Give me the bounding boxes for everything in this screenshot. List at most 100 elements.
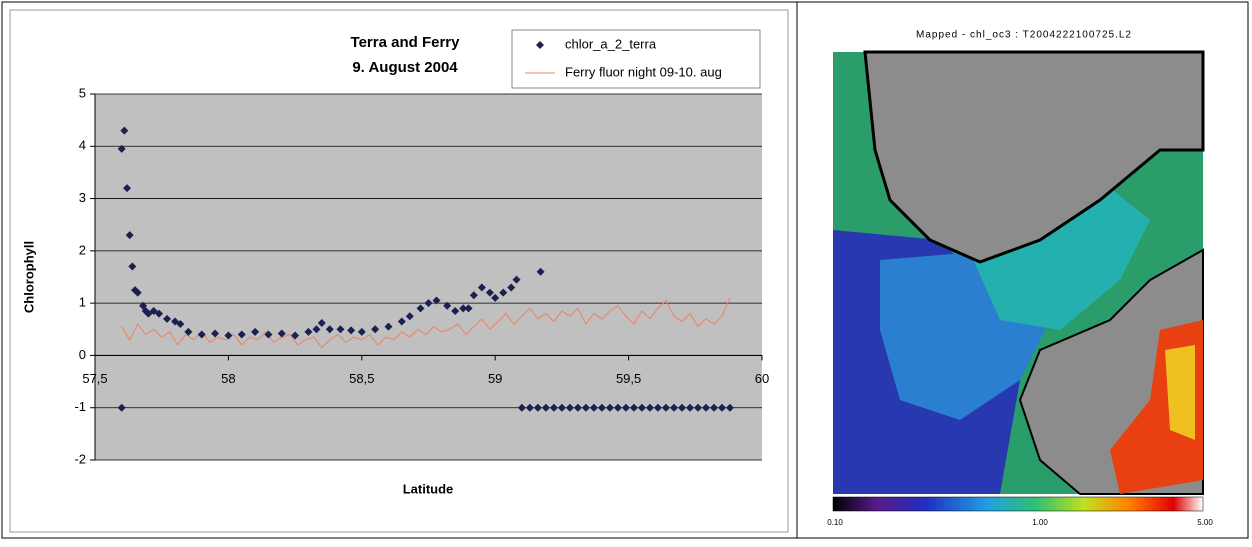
scatter-point xyxy=(117,144,126,153)
scatter-point xyxy=(357,327,366,336)
scatter-point xyxy=(317,319,326,328)
scatter-point xyxy=(120,126,129,135)
legend xyxy=(511,29,761,89)
scatter-point xyxy=(725,403,734,412)
scatter-point xyxy=(485,288,494,297)
legend-marker xyxy=(536,41,544,49)
high-chl-core xyxy=(1165,345,1195,440)
colorbar-label: 0.10 xyxy=(827,518,843,527)
scatter-point xyxy=(491,293,500,302)
scatter-point xyxy=(653,403,662,412)
scatter-point xyxy=(629,403,638,412)
scatter-point xyxy=(125,231,134,240)
scatter-point xyxy=(123,184,132,193)
y-tick-label: 5 xyxy=(79,85,86,100)
y-tick-label: -1 xyxy=(74,399,86,414)
colorbar-label: 1.00 xyxy=(1032,518,1048,527)
x-axis-title: Latitude xyxy=(403,481,454,496)
scatter-point xyxy=(685,403,694,412)
scatter-point xyxy=(693,403,702,412)
map-title: Mapped - chl_oc3 : T2004222100725.L2 xyxy=(916,30,1132,41)
scatter-point xyxy=(525,403,534,412)
scatter-point xyxy=(717,403,726,412)
chart-title: Terra and Ferry xyxy=(351,34,461,51)
scatter-point xyxy=(384,322,393,331)
scatter-point xyxy=(424,299,433,308)
scatter-point xyxy=(416,304,425,313)
scatter-point xyxy=(347,326,356,335)
scatter-point xyxy=(128,262,137,271)
scatter-point xyxy=(645,403,654,412)
scatter-point xyxy=(669,403,678,412)
plot-area xyxy=(95,94,762,460)
land-north xyxy=(863,50,1205,264)
scatter-point xyxy=(459,304,468,313)
scatter-point xyxy=(499,288,508,297)
x-tick-label: 60 xyxy=(755,371,769,386)
map-image xyxy=(832,50,1205,512)
scatter-point xyxy=(507,283,516,292)
scatter-point xyxy=(291,331,300,340)
scatter-point xyxy=(163,314,172,323)
scatter-point xyxy=(336,325,345,334)
scatter-point xyxy=(176,320,185,329)
scatter-point xyxy=(155,309,164,318)
legend-label: Ferry fluor night 09-10. aug xyxy=(565,64,722,79)
x-tick-label: 59 xyxy=(488,371,502,386)
y-tick-label: 2 xyxy=(79,242,86,257)
scatter-point xyxy=(251,327,260,336)
scatter-point xyxy=(184,327,193,336)
scatter-point xyxy=(117,403,126,412)
scatter-point xyxy=(677,403,686,412)
scatter-point xyxy=(133,288,142,297)
scatter-point xyxy=(277,329,286,338)
scatter-point xyxy=(637,403,646,412)
scatter-point xyxy=(709,403,718,412)
scatter-point xyxy=(605,403,614,412)
scatter-point xyxy=(451,306,460,315)
scatter-point xyxy=(573,403,582,412)
scatter-point xyxy=(397,317,406,326)
scatter-point xyxy=(304,327,313,336)
scatter-point xyxy=(432,296,441,305)
scatter-point xyxy=(312,325,321,334)
x-tick-label: 59,5 xyxy=(616,371,641,386)
scatter-point xyxy=(264,330,273,339)
scatter-point xyxy=(224,331,233,340)
scatter-point xyxy=(701,403,710,412)
y-tick-label: 3 xyxy=(79,190,86,205)
scatter-point xyxy=(565,403,574,412)
x-tick-label: 58,5 xyxy=(349,371,374,386)
scatter-point xyxy=(581,403,590,412)
scatter-point xyxy=(325,325,334,334)
scatter-point xyxy=(477,283,486,292)
y-tick-label: -2 xyxy=(74,451,86,466)
scatter-point xyxy=(237,330,246,339)
scatter-point xyxy=(621,403,630,412)
scatter-point xyxy=(541,403,550,412)
line-series xyxy=(121,297,731,349)
y-tick-label: 0 xyxy=(79,347,86,362)
scatter-point xyxy=(371,325,380,334)
y-axis-title: Chlorophyll xyxy=(21,241,36,313)
scatter-point xyxy=(405,312,414,321)
scatter-point xyxy=(661,403,670,412)
scatter-point xyxy=(211,329,220,338)
scatter-point xyxy=(613,403,622,412)
scatter-point xyxy=(536,267,545,276)
scatter-point xyxy=(464,304,473,313)
colorbar xyxy=(832,496,1204,512)
scatter-point xyxy=(557,403,566,412)
scatter-point xyxy=(533,403,542,412)
chart-subtitle: 9. August 2004 xyxy=(352,59,458,76)
scatter-point xyxy=(512,275,521,284)
chart-border xyxy=(9,9,789,533)
colorbar-label: 5.00 xyxy=(1197,518,1213,527)
scatter-point xyxy=(197,330,206,339)
y-tick-label: 1 xyxy=(79,295,86,310)
scatter-point xyxy=(549,403,558,412)
scatter-point xyxy=(589,403,598,412)
x-tick-label: 57,5 xyxy=(82,371,107,386)
